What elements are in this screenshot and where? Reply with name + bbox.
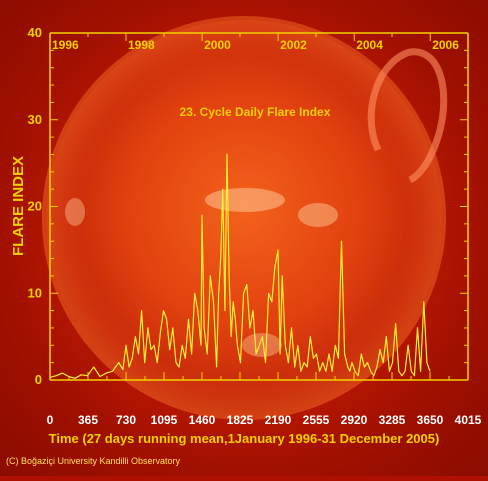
x-tick-label: 1825 [227, 413, 254, 427]
series-layer [49, 153, 431, 379]
sun-limb-glow [42, 16, 446, 420]
x-axis-title: Time (27 days running mean,1January 1996… [49, 431, 440, 446]
x-tick-label: 2920 [341, 413, 368, 427]
x-tick-label: 3285 [379, 413, 406, 427]
credit-text: (C) Boğaziçi University Kandilli Observa… [6, 456, 181, 466]
bright-region [65, 198, 85, 226]
bright-region [242, 333, 282, 357]
x-tick-label: 730 [116, 413, 136, 427]
y-tick-label: 20 [28, 199, 42, 214]
series-line [49, 153, 431, 379]
year-label: 1996 [52, 38, 79, 52]
axes [49, 32, 469, 381]
chart-title: 23. Cycle Daily Flare Index [180, 105, 331, 119]
y-axis-title: FLARE INDEX [10, 156, 27, 256]
y-tick-label: 40 [28, 25, 42, 40]
x-tick-label: 365 [78, 413, 98, 427]
year-label: 1998 [128, 38, 155, 52]
bright-region [298, 203, 338, 227]
year-label: 2004 [356, 38, 383, 52]
year-label: 2002 [280, 38, 307, 52]
y-tick-label: 0 [35, 372, 42, 387]
year-label: 2006 [432, 38, 459, 52]
x-tick-label: 1095 [151, 413, 178, 427]
x-tick-label: 2190 [265, 413, 292, 427]
labels-layer: 0 10 20 30 40 0 365 730 1095 1460 1825 2190 2555 2920… [6, 25, 482, 466]
x-tick-label: 0 [47, 413, 54, 427]
x-tick-label: 1460 [189, 413, 216, 427]
x-tick-label: 4015 [455, 413, 482, 427]
y-tick-label: 30 [28, 112, 42, 127]
bright-region [205, 188, 285, 212]
x-tick-label: 2555 [303, 413, 330, 427]
x-tick-label: 3650 [417, 413, 444, 427]
year-label: 2000 [204, 38, 231, 52]
prominence [367, 48, 448, 184]
y-tick-label: 10 [28, 285, 42, 300]
